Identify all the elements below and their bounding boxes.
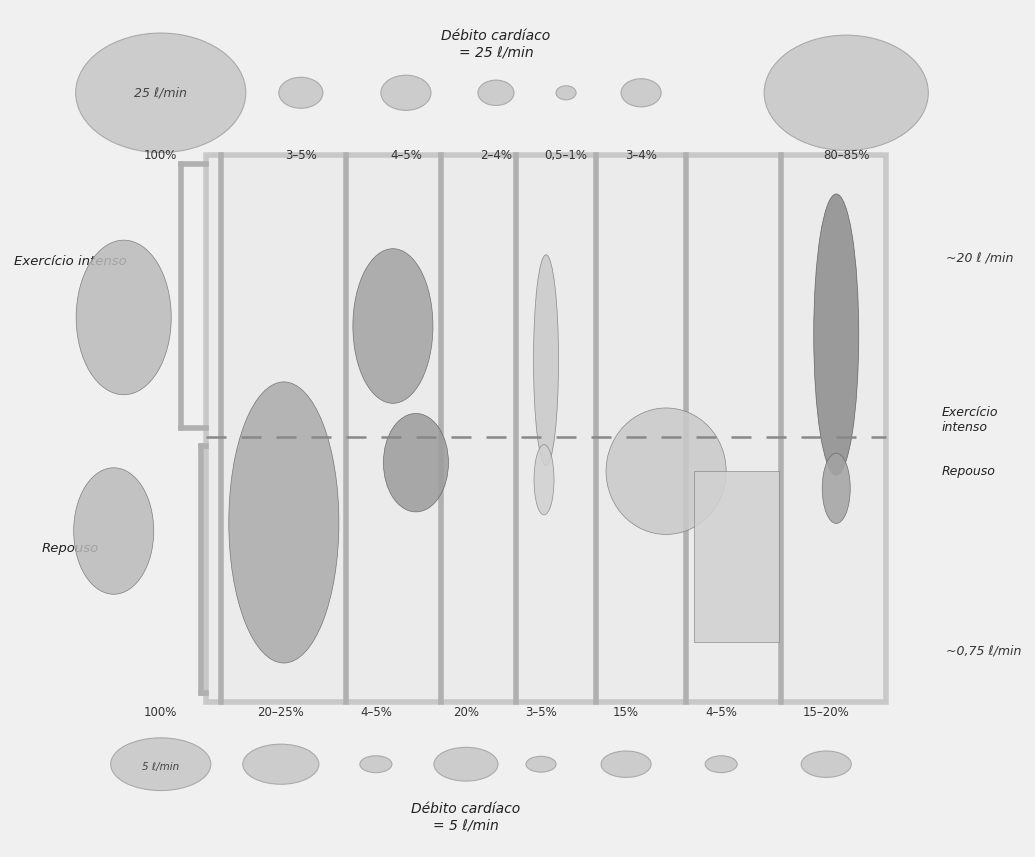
Text: 4–5%: 4–5% bbox=[390, 148, 422, 162]
Text: 5 ℓ/min: 5 ℓ/min bbox=[142, 762, 179, 772]
Ellipse shape bbox=[76, 33, 245, 153]
Ellipse shape bbox=[822, 453, 850, 524]
Ellipse shape bbox=[526, 757, 556, 772]
Text: 100%: 100% bbox=[144, 705, 177, 719]
Text: 20–25%: 20–25% bbox=[258, 705, 304, 719]
Text: 15%: 15% bbox=[613, 705, 639, 719]
Text: Exercício intenso: Exercício intenso bbox=[14, 255, 127, 268]
Ellipse shape bbox=[764, 35, 928, 151]
Text: ~0,75 ℓ/min: ~0,75 ℓ/min bbox=[946, 644, 1022, 657]
Ellipse shape bbox=[705, 756, 737, 773]
Text: Débito cardíaco
= 25 ℓ/min: Débito cardíaco = 25 ℓ/min bbox=[441, 29, 551, 59]
Text: 20%: 20% bbox=[453, 705, 479, 719]
Text: 80–85%: 80–85% bbox=[823, 148, 869, 162]
Ellipse shape bbox=[381, 75, 431, 111]
Text: Débito cardíaco
= 5 ℓ/min: Débito cardíaco = 5 ℓ/min bbox=[411, 802, 521, 832]
Text: 100%: 100% bbox=[144, 148, 177, 162]
Ellipse shape bbox=[801, 751, 851, 777]
Ellipse shape bbox=[607, 408, 727, 535]
Text: 3–5%: 3–5% bbox=[525, 705, 557, 719]
Text: Exercício
intenso: Exercício intenso bbox=[941, 406, 998, 434]
Ellipse shape bbox=[360, 756, 392, 773]
Ellipse shape bbox=[533, 255, 559, 465]
Ellipse shape bbox=[229, 382, 338, 663]
Ellipse shape bbox=[77, 240, 171, 395]
Ellipse shape bbox=[556, 86, 576, 99]
Text: 15–20%: 15–20% bbox=[803, 705, 850, 719]
Text: ~20 ℓ /min: ~20 ℓ /min bbox=[946, 251, 1013, 264]
Ellipse shape bbox=[601, 751, 651, 777]
Text: 4–5%: 4–5% bbox=[360, 705, 392, 719]
Ellipse shape bbox=[353, 249, 433, 404]
Text: Repouso: Repouso bbox=[42, 542, 99, 554]
Bar bbox=[206, 155, 886, 702]
Text: 25 ℓ/min: 25 ℓ/min bbox=[135, 87, 187, 99]
Text: 2–4%: 2–4% bbox=[480, 148, 512, 162]
Ellipse shape bbox=[478, 81, 514, 105]
Ellipse shape bbox=[383, 413, 448, 512]
Ellipse shape bbox=[434, 747, 498, 781]
Ellipse shape bbox=[621, 79, 661, 107]
Bar bbox=[693, 471, 778, 642]
Ellipse shape bbox=[73, 468, 154, 594]
Text: 3–5%: 3–5% bbox=[285, 148, 317, 162]
Text: 3–4%: 3–4% bbox=[625, 148, 657, 162]
Text: 4–5%: 4–5% bbox=[705, 705, 737, 719]
Text: 0,5–1%: 0,5–1% bbox=[544, 148, 588, 162]
Ellipse shape bbox=[278, 77, 323, 108]
Ellipse shape bbox=[111, 738, 211, 790]
Ellipse shape bbox=[814, 194, 859, 475]
Text: Repouso: Repouso bbox=[941, 464, 996, 477]
Ellipse shape bbox=[243, 744, 319, 784]
Ellipse shape bbox=[534, 445, 554, 515]
